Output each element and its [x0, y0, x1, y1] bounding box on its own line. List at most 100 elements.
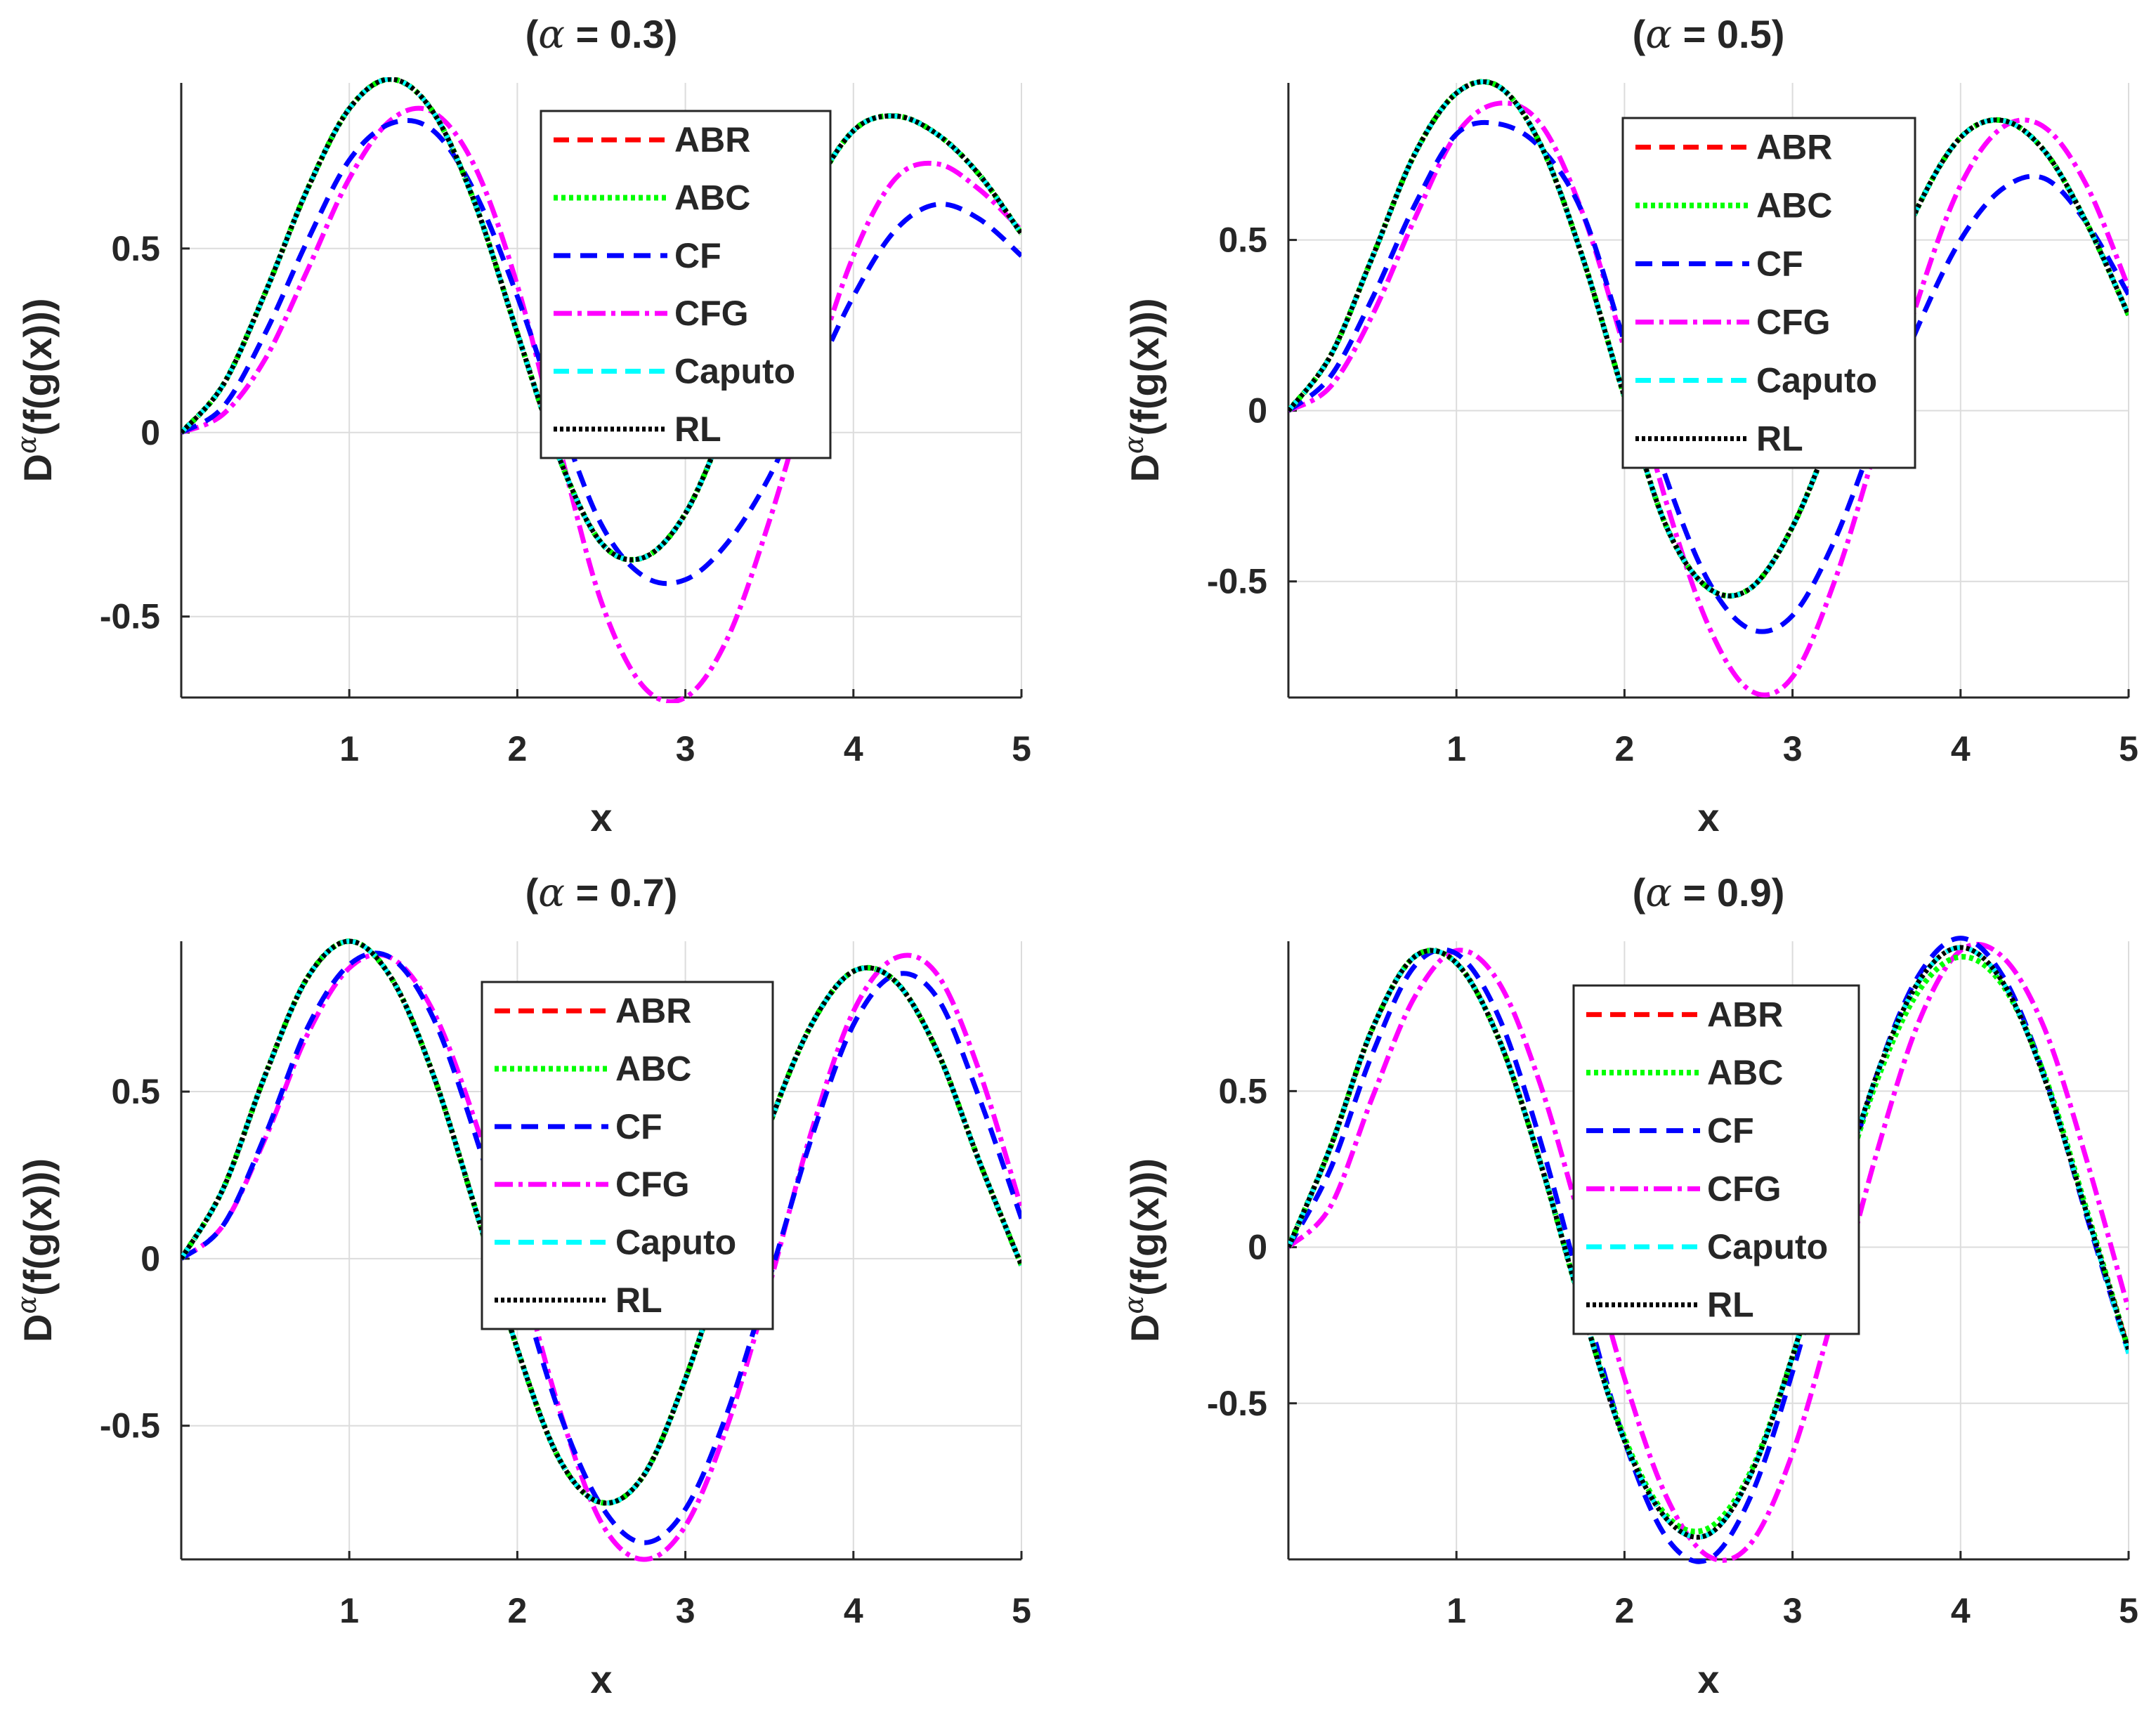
y-axis-label: Dα(f(g(x))) — [11, 298, 60, 482]
chart-panel-1: 1 2 3 4 5-0.500.5(α = 0.3)xDα(f(g(x)))ABRABC… — [11, 12, 1031, 839]
legend-label-abr: ABR — [1707, 995, 1783, 1034]
x-tick-label: 5 — [1012, 729, 1031, 768]
x-tick-label: 1 — [339, 729, 359, 768]
legend: ABR ABC CF CFG Caputo RL — [540, 110, 832, 459]
series-line-cfg — [181, 105, 1021, 703]
y-axis-label-symbol: α — [1118, 436, 1149, 454]
x-axis-label: x — [590, 795, 612, 839]
x-tick-label: 2 — [507, 729, 527, 768]
y-axis-label-symbol: α — [11, 436, 42, 454]
y-axis-label: Dα(f(g(x))) — [1118, 1158, 1167, 1342]
chart-title: (α = 0.7) — [525, 870, 678, 916]
x-tick-label: 2 — [1614, 1591, 1634, 1630]
x-axis-label: x — [590, 1657, 612, 1701]
y-axis-label-tail: (f(g(x))) — [1123, 1158, 1167, 1296]
series-line-cf — [1288, 119, 2129, 634]
x-tick-label: 4 — [844, 729, 863, 768]
y-axis-label-symbol: α — [1118, 1296, 1149, 1314]
x-tick-label: 3 — [1783, 1591, 1803, 1630]
chart-title-prefix: ( — [525, 12, 539, 56]
y-axis-label-base: D — [15, 1314, 60, 1342]
series-line-cfg — [1288, 100, 2129, 698]
legend-label-abc: ABC — [1707, 1053, 1783, 1092]
legend: ABR ABC CF CFG Caputo RL — [481, 981, 774, 1330]
series-group — [181, 938, 1021, 1562]
x-tick-label: 3 — [676, 1591, 695, 1630]
legend-label-cfg: CFG — [1707, 1169, 1782, 1208]
x-tick-label: 3 — [676, 729, 695, 768]
legend-label-rl: RL — [615, 1281, 662, 1320]
legend-label-rl: RL — [1756, 419, 1803, 459]
legend-label-abr: ABR — [615, 991, 691, 1030]
chart-title-prefix: ( — [1633, 12, 1646, 56]
chart-title-prefix: ( — [525, 870, 539, 915]
x-tick-label: 4 — [844, 1591, 863, 1630]
y-axis-label-tail: (f(g(x))) — [1123, 298, 1167, 436]
chart-panel-3: 1 2 3 4 5-0.500.5(α = 0.7)xDα(f(g(x)))ABRABC… — [11, 870, 1031, 1701]
series-group — [1288, 79, 2129, 698]
series-line-rl — [1288, 79, 2129, 598]
legend-label-abc: ABC — [615, 1049, 691, 1089]
series-line-caputo — [1288, 945, 2129, 1540]
chart-panel-4: 1 2 3 4 5-0.500.5(α = 0.9)xDα(f(g(x)))ABRABC… — [1118, 870, 2138, 1701]
series-line-rl — [181, 77, 1021, 563]
y-tick-label: 0 — [141, 1239, 160, 1278]
y-tick-label: -0.5 — [100, 597, 160, 636]
x-tick-label: 4 — [1951, 729, 1971, 768]
y-tick-label: 0.5 — [111, 229, 160, 268]
legend-label-caputo: Caputo — [1707, 1227, 1828, 1266]
y-axis-label-symbol: α — [11, 1296, 42, 1314]
y-axis-label-base: D — [1123, 454, 1167, 482]
y-tick-label: -0.5 — [1207, 562, 1267, 601]
x-axis-label: x — [1697, 795, 1719, 839]
legend-box — [540, 110, 832, 459]
y-axis-label-base: D — [15, 454, 60, 482]
legend-label-abc: ABC — [1756, 186, 1832, 225]
chart-title-suffix: = 0.7) — [565, 870, 677, 915]
x-tick-label: 4 — [1951, 1591, 1971, 1630]
legend-label-abc: ABC — [674, 178, 750, 218]
legend-box — [1572, 984, 1860, 1335]
legend-box — [481, 981, 774, 1330]
legend: ABR ABC CF CFG Caputo RL — [1572, 984, 1860, 1335]
y-axis-label-base: D — [1123, 1314, 1167, 1342]
legend-label-cf: CF — [1707, 1111, 1754, 1151]
legend-label-caputo: Caputo — [615, 1223, 736, 1262]
legend-label-cf: CF — [615, 1107, 662, 1146]
legend-label-cfg: CFG — [615, 1165, 690, 1204]
legend-label-caputo: Caputo — [674, 352, 795, 391]
legend-label-abr: ABR — [674, 120, 750, 159]
chart-title-symbol: α — [1645, 870, 1672, 916]
chart-title: (α = 0.9) — [1633, 870, 1785, 916]
x-tick-label: 2 — [1614, 729, 1634, 768]
chart-title-prefix: ( — [1633, 870, 1646, 915]
x-tick-label: 5 — [2119, 729, 2138, 768]
x-tick-label: 1 — [1446, 1591, 1466, 1630]
legend-label-cfg: CFG — [1756, 303, 1831, 342]
legend: ABR ABC CF CFG Caputo RL — [1621, 117, 1916, 469]
series-line-rl — [181, 938, 1021, 1506]
y-tick-label: 0.5 — [111, 1072, 160, 1111]
chart-panel-2: 1 2 3 4 5-0.500.5(α = 0.5)xDα(f(g(x)))ABRABC… — [1118, 12, 2138, 839]
series-group — [181, 77, 1021, 703]
legend-label-cfg: CFG — [674, 294, 749, 333]
chart-title-suffix: = 0.3) — [565, 12, 677, 56]
y-tick-label: -0.5 — [100, 1406, 160, 1446]
legend-label-cf: CF — [1756, 244, 1803, 284]
legend-label-rl: RL — [1707, 1285, 1754, 1325]
legend-label-caputo: Caputo — [1756, 361, 1877, 400]
y-tick-label: 0 — [1248, 1228, 1267, 1267]
x-tick-label: 5 — [2119, 1591, 2138, 1630]
y-axis-label: Dα(f(g(x))) — [11, 1158, 60, 1342]
chart-title-suffix: = 0.9) — [1672, 870, 1784, 915]
series-line-cfg — [1288, 942, 2129, 1563]
legend-label-cf: CF — [674, 236, 721, 275]
chart-title-symbol: α — [1645, 12, 1672, 58]
y-tick-label: 0.5 — [1218, 1071, 1267, 1111]
chart-title: (α = 0.3) — [525, 12, 678, 58]
x-tick-label: 5 — [1012, 1591, 1031, 1630]
legend-box — [1621, 117, 1916, 469]
series-line-cf — [181, 118, 1021, 587]
